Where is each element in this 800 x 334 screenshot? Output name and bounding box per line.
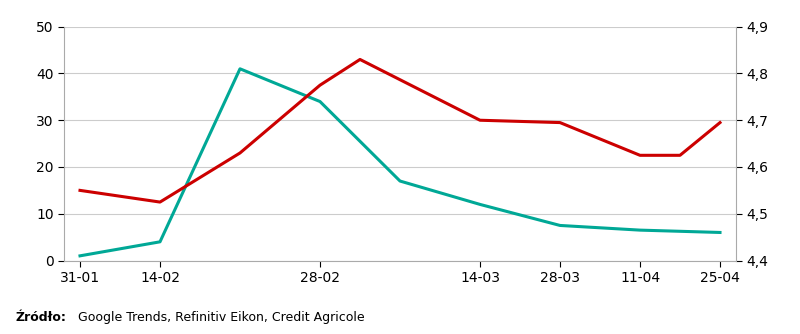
Text: Źródło:: Źródło: <box>16 311 67 324</box>
Text: Google Trends, Refinitiv Eikon, Credit Agricole: Google Trends, Refinitiv Eikon, Credit A… <box>74 311 365 324</box>
Legend: "Wojna na Ukrainie" (l. oś), EURPLN (p. oś): "Wojna na Ukrainie" (l. oś), EURPLN (p. … <box>199 333 601 334</box>
